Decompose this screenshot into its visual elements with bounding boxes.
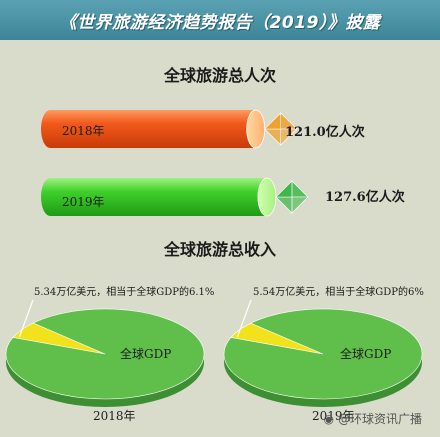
visitors-chart-title: 全球旅游总人次 xyxy=(163,66,276,85)
pie-slice-label: 全球GDP xyxy=(340,347,392,361)
pie-1 xyxy=(223,299,423,407)
pie-slice-label: 5.34万亿美元，相当于全球GDP的6.1% xyxy=(34,287,215,298)
banner-title: 《世界旅游经济趋势报告（2019）》披露 xyxy=(59,12,381,33)
pie-slice xyxy=(223,308,423,400)
revenue-chart-title: 全球旅游总收入 xyxy=(163,240,276,259)
bar-1 xyxy=(41,177,309,217)
visitors-bar-chart xyxy=(41,109,309,217)
watermark: ◉ @环球资讯广播 xyxy=(324,410,423,427)
pie-year-label: 2018年 xyxy=(93,409,136,423)
pie-slice-label: 5.54万亿美元，相当于全球GDP的6% xyxy=(253,287,424,298)
bar-0 xyxy=(41,109,298,149)
bar-body xyxy=(41,178,267,216)
banner xyxy=(0,0,440,40)
bar-body xyxy=(41,110,256,148)
pie-year-label: 2019年 xyxy=(312,409,355,423)
bar-category-label: 2019年 xyxy=(62,195,105,209)
weibo-icon: ◉ xyxy=(323,411,334,426)
diamond-marker-face xyxy=(263,112,282,130)
pie-slice-label: 全球GDP xyxy=(120,347,172,361)
diamond-marker-face xyxy=(275,180,293,198)
bar-value-label: 127.6亿人次 xyxy=(325,190,405,205)
pie-slice xyxy=(5,308,205,400)
watermark-text: @环球资讯广播 xyxy=(337,412,422,426)
pie-leader-line xyxy=(236,299,252,338)
bar-value-label: 121.0亿人次 xyxy=(285,125,365,140)
pie-0 xyxy=(5,299,205,407)
bar-category-label: 2018年 xyxy=(62,124,105,138)
pie-leader-line xyxy=(18,299,34,338)
